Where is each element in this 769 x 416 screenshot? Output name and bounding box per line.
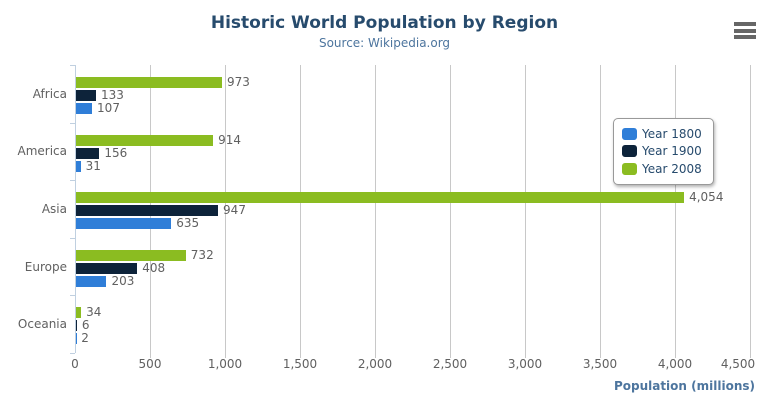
x-axis-label-4,000: 4,000 [657,357,693,371]
data-label-oceania-year-1800: 2 [81,331,89,346]
bar-america-year-1800[interactable] [76,160,81,172]
y-axis-tick [70,65,75,66]
category-label-asia: Asia [41,202,67,216]
bar-europe-year-2008[interactable] [76,249,186,261]
legend-swatch-icon [622,162,637,175]
data-label-africa-year-1900: 133 [100,88,124,102]
grid-line [524,65,526,358]
grid-line [299,65,301,358]
bar-europe-year-1900[interactable] [76,262,138,274]
bar-africa-year-1900[interactable] [76,90,96,101]
grid-line [224,65,226,358]
y-axis-tick [70,238,75,239]
grid-line [374,65,376,358]
grid-line [599,65,601,358]
y-axis-tick [70,123,75,124]
x-axis-label-2,500: 2,500 [432,357,468,371]
x-axis-label-3,000: 3,000 [507,357,543,371]
x-axis-label-1,500: 1,500 [282,357,318,371]
bar-africa-year-1800[interactable] [76,103,93,114]
data-label-america-year-1800: 31 [85,158,101,173]
chart-subtitle: Source: Wikipedia.org [318,36,451,50]
data-label-asia-year-1800: 635 [176,216,200,231]
data-label-america-year-2008: 914 [218,132,241,147]
legend-label: Year 1800 [642,126,702,141]
grid-line [449,65,451,358]
x-axis-label-3,500: 3,500 [582,357,618,371]
export-menu-button[interactable] [730,18,760,44]
x-axis-label-4,500: 4,500 [720,357,756,371]
x-axis-label-0: 0 [71,357,79,371]
data-label-europe-year-2008: 732 [190,247,214,262]
y-axis-line [75,65,76,353]
y-axis-tick [70,295,75,296]
data-label-europe-year-1800: 203 [111,273,135,288]
bar-asia-year-2008[interactable] [76,192,685,204]
bar-oceania-year-2008[interactable] [76,307,82,319]
legend-swatch-icon [622,145,637,157]
bar-oceania-year-1900[interactable] [76,320,77,332]
data-label-asia-year-2008: 4,054 [689,190,724,205]
bar-asia-year-1900[interactable] [76,205,219,217]
x-axis-label-2,000: 2,000 [357,357,393,371]
data-label-oceania-year-1900: 6 [81,318,90,333]
bar-asia-year-1800[interactable] [76,218,172,230]
category-label-oceania: Oceania [17,317,67,332]
data-label-america-year-1900: 156 [104,145,128,160]
hamburger-icon [734,22,756,39]
legend-label: Year 2008 [642,161,702,176]
data-label-europe-year-1900: 408 [142,260,166,275]
data-label-asia-year-1900: 947 [223,203,246,218]
data-label-africa-year-2008: 973 [226,75,250,89]
x-axis-label-500: 500 [138,357,162,371]
legend-swatch-icon [622,127,637,140]
legend-item-year-2008[interactable]: Year 2008 [622,161,713,177]
chart-title: Historic World Population by Region [210,13,559,33]
y-axis-tick [70,180,75,181]
data-label-oceania-year-2008: 34 [86,305,102,320]
legend-item-year-1900[interactable]: Year 1900 [622,143,713,159]
category-label-africa: Africa [32,86,67,101]
data-label-africa-year-1800: 107 [97,101,120,115]
plot-area: 973 133 107 914 156 31 4,054 947 635 732 408 203 34 6… [70,65,751,358]
bar-america-year-2008[interactable] [76,134,214,146]
grid-line [749,65,751,358]
bar-africa-year-2008[interactable] [76,77,222,88]
category-label-america: America [17,144,68,159]
y-axis-tick [70,353,75,354]
legend-item-year-1800[interactable]: Year 1800 [622,126,713,142]
x-axis-title: Population (millions) [613,379,755,393]
legend: Year 1800 Year 1900 Year 2008 [613,118,714,185]
bar-europe-year-1800[interactable] [76,275,107,287]
x-axis-label-1,000: 1,000 [207,357,243,371]
grid-line [674,65,676,358]
bar-america-year-1900[interactable] [76,147,100,159]
category-label-europe: Europe [24,259,67,274]
legend-label: Year 1900 [642,144,702,158]
